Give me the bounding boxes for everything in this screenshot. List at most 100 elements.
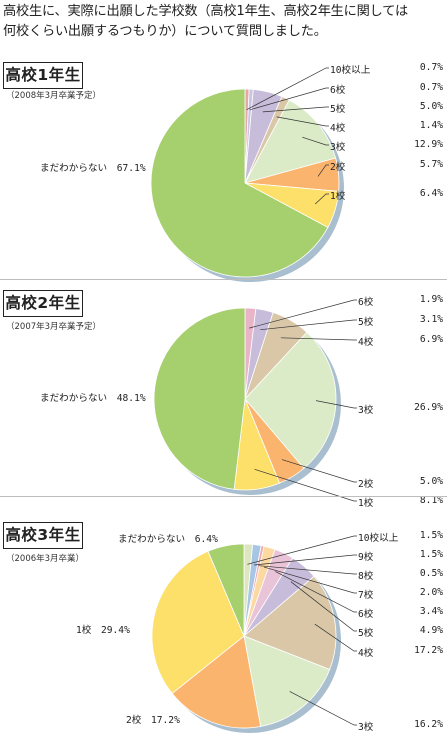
pie-slice-8-schools — [243, 545, 265, 637]
pie-slice-5-schools — [244, 88, 283, 184]
page-title: 高校生に、実際に出願した学校数（高校1年生、高校2年生に関しては 何校くらい出願… — [3, 2, 443, 42]
leader-line — [290, 581, 357, 632]
leader-line — [246, 67, 329, 111]
pie-slice-10plus — [244, 88, 250, 184]
slice-value: 16.2% — [414, 719, 443, 730]
pie-slice-2-schools — [244, 157, 340, 192]
pie-slice-4-schools — [244, 311, 308, 400]
pie-slice-7-schools — [243, 545, 276, 637]
slice-value: 6.4% — [419, 188, 443, 199]
pie-slice-4-schools — [244, 95, 290, 184]
slice-value: 26.9% — [414, 402, 443, 413]
pie-slice-4-schools — [243, 575, 337, 671]
title-line-1: 高校生に、実際に出願した学校数（高校1年生、高校2年生に関しては — [3, 4, 408, 19]
slice-value: 5.0% — [419, 101, 443, 112]
chart-subtitle: （2006年3月卒業） — [6, 554, 85, 564]
slice-label: 10校以上 — [330, 65, 371, 76]
pie-slice-3-schools — [244, 99, 337, 184]
leader-line — [281, 459, 357, 483]
leader-line — [317, 164, 329, 177]
slice-label: 8校 — [358, 571, 374, 582]
pie-shadow — [156, 94, 344, 282]
leader-line — [254, 554, 357, 566]
slice-value: 0.5% — [419, 568, 443, 579]
slice-label: 1校 — [358, 498, 374, 509]
slice-label: 5校 — [358, 628, 374, 639]
leader-line — [249, 299, 357, 329]
slice-value: 1.5% — [419, 549, 443, 560]
slice-value: 0.7% — [419, 82, 443, 93]
slice-value: 1.9% — [419, 294, 443, 305]
slice-value: 1.5% — [419, 530, 443, 541]
leader-line — [314, 193, 329, 205]
leader-line — [276, 116, 329, 127]
slice-label: 9校 — [358, 552, 374, 563]
slice-value: 8.1% — [419, 495, 443, 506]
slice-label: 3校 — [358, 722, 374, 733]
leader-line — [263, 566, 357, 594]
slice-label: 3校 — [358, 405, 374, 416]
pie-slice-unknown — [207, 543, 245, 637]
pie-slice-3-schools — [243, 635, 331, 727]
pie-slice-2-schools — [244, 398, 305, 484]
title-line-2: 何校くらい出願するつもりか）について質問しました。 — [3, 24, 327, 39]
slice-value: 6.9% — [419, 334, 443, 345]
slice-label: 2校 — [358, 479, 374, 490]
pie-slice-5-schools — [243, 557, 315, 637]
leader-line — [289, 691, 357, 726]
chart-title: 高校2年生 — [3, 290, 83, 317]
leader-line — [247, 535, 357, 565]
slice-value: 1.4% — [419, 120, 443, 131]
section-divider — [0, 279, 447, 280]
leader-line — [260, 319, 357, 331]
section-divider — [0, 496, 447, 497]
leader-line — [315, 400, 357, 409]
slice-label: 6校 — [330, 85, 346, 96]
pie-slice-2-schools — [171, 635, 262, 729]
pie-slice-3-schools — [244, 331, 337, 469]
pie-slice-5-schools — [244, 308, 274, 400]
slice-label-with-value: 2校 17.2% — [126, 715, 180, 726]
leader-line — [275, 571, 357, 613]
slice-value: 17.2% — [414, 645, 443, 656]
chart-subtitle: （2008年3月卒業予定） — [6, 91, 102, 101]
slice-label: 1校 — [330, 191, 346, 202]
pie-slice-10plus — [243, 543, 254, 637]
leader-line — [302, 136, 329, 146]
slice-label-with-value: まだわからない 48.1% — [40, 393, 146, 404]
pie-slice-1-schools — [151, 550, 245, 694]
pie-slice-6-schools — [243, 548, 294, 637]
slice-label: 7校 — [358, 590, 374, 601]
slice-value: 5.7% — [419, 159, 443, 170]
slice-label: 2校 — [330, 162, 346, 173]
slice-label-with-value: まだわからない 67.1% — [40, 163, 146, 174]
slice-value: 12.9% — [414, 139, 443, 150]
slice-label: 6校 — [358, 297, 374, 308]
chart-title: 高校3年生 — [3, 522, 83, 549]
slice-label: 3校 — [330, 142, 346, 153]
pie-shadow — [159, 313, 341, 495]
slice-value: 4.9% — [419, 625, 443, 636]
slice-label: 4校 — [330, 123, 346, 134]
pie-shadow — [157, 549, 341, 733]
leader-line — [258, 565, 357, 575]
pie-slice-6-schools — [244, 307, 257, 400]
pie-slice-unknown — [153, 307, 246, 490]
leader-line — [262, 106, 329, 113]
slice-label: 4校 — [358, 648, 374, 659]
slice-label: 4校 — [358, 337, 374, 348]
slice-label-with-value: 1校 29.4% — [76, 625, 130, 636]
slice-label: 6校 — [358, 609, 374, 620]
slice-label: 10校以上 — [358, 533, 399, 544]
slice-label: 5校 — [330, 104, 346, 115]
slice-label-with-value: まだわからない 6.4% — [118, 534, 218, 545]
pie-slice-1-schools — [233, 397, 281, 491]
leader-line — [314, 623, 357, 652]
chart-subtitle: （2007年3月卒業予定） — [6, 322, 102, 332]
pie-slice-1-schools — [244, 182, 340, 228]
pie-slice-9-schools — [243, 543, 262, 637]
slice-value: 3.1% — [419, 314, 443, 325]
slice-value: 0.7% — [419, 62, 443, 73]
